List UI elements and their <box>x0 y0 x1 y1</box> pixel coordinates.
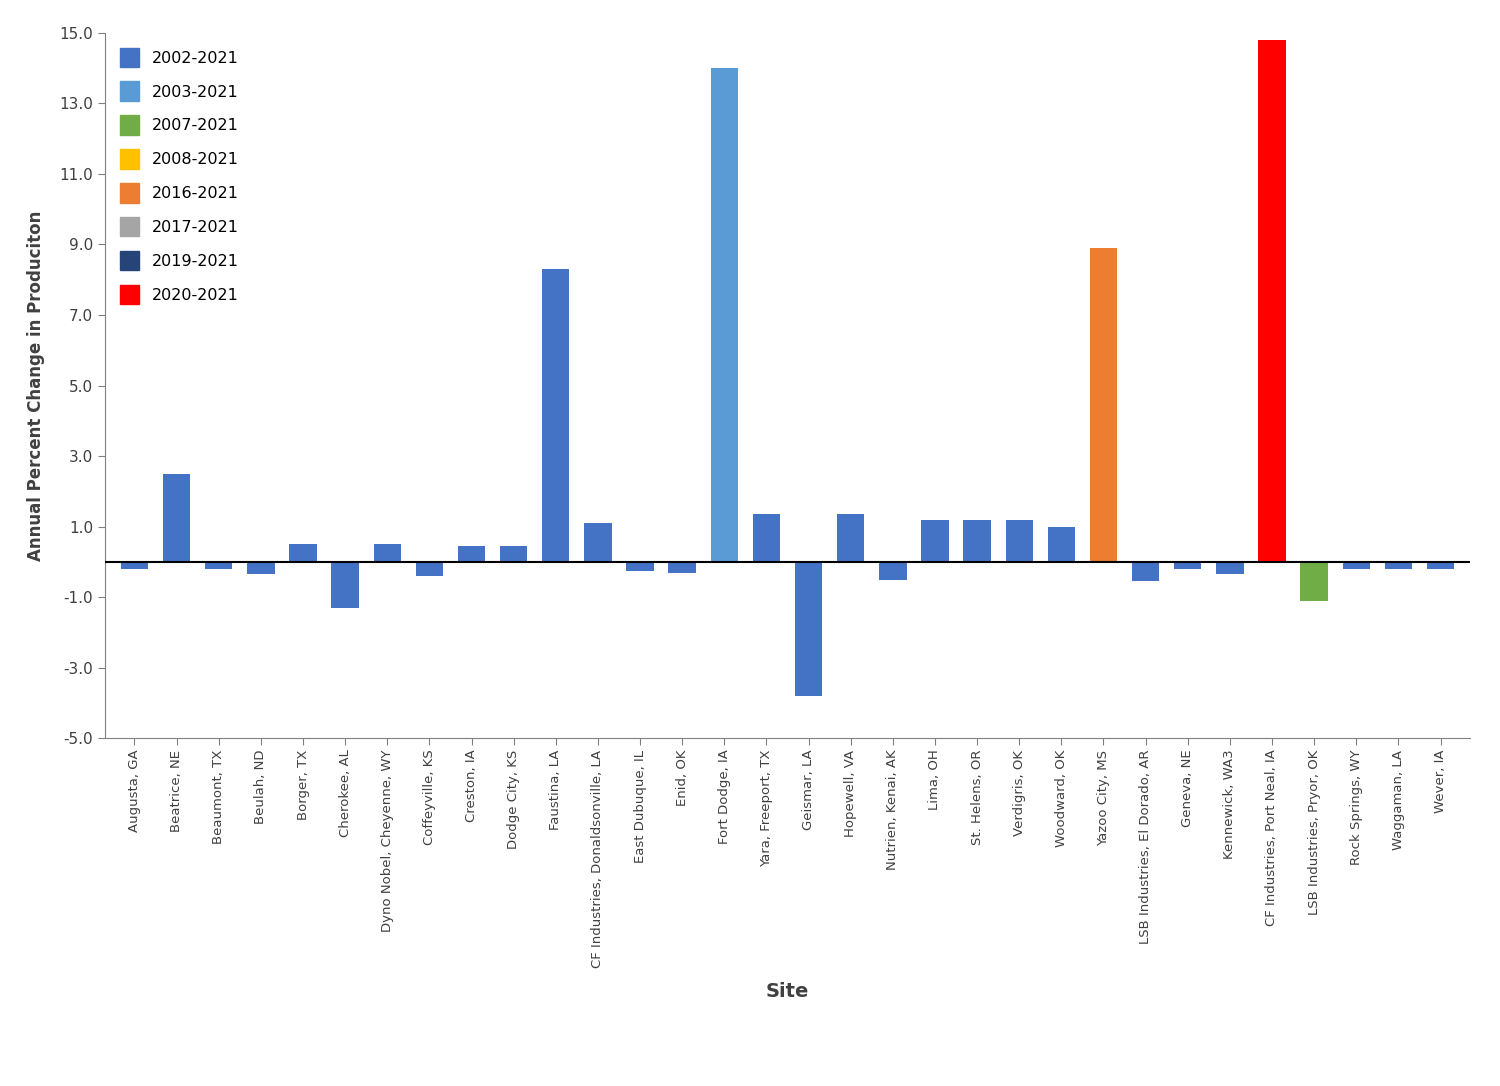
Bar <box>1300 561 1328 601</box>
Bar <box>332 561 358 608</box>
Bar <box>374 544 400 561</box>
Bar <box>206 561 232 569</box>
Bar <box>1090 248 1118 561</box>
Bar <box>795 561 822 696</box>
Bar <box>122 561 148 569</box>
Bar <box>164 473 190 561</box>
Bar <box>627 561 654 571</box>
Bar <box>963 519 992 561</box>
Bar <box>1005 519 1034 561</box>
Bar <box>1174 561 1202 569</box>
Bar <box>1426 561 1454 569</box>
Bar <box>416 561 442 576</box>
Bar <box>584 523 612 561</box>
Y-axis label: Annual Percent Change in Produciton: Annual Percent Change in Produciton <box>27 211 45 560</box>
X-axis label: Site: Site <box>766 982 808 1000</box>
Legend: 2002-2021, 2003-2021, 2007-2021, 2008-2021, 2016-2021, 2017-2021, 2019-2021, 202: 2002-2021, 2003-2021, 2007-2021, 2008-20… <box>120 48 238 304</box>
Bar <box>1342 561 1370 569</box>
Bar <box>753 515 780 561</box>
Bar <box>458 546 484 561</box>
Bar <box>669 561 696 572</box>
Bar <box>1258 39 1286 561</box>
Bar <box>290 544 316 561</box>
Bar <box>500 546 528 561</box>
Bar <box>837 515 864 561</box>
Bar <box>1132 561 1160 581</box>
Bar <box>1047 527 1076 561</box>
Bar <box>542 269 570 561</box>
Bar <box>921 519 948 561</box>
Bar <box>711 67 738 561</box>
Bar <box>1384 561 1411 569</box>
Bar <box>1216 561 1243 574</box>
Bar <box>248 561 274 574</box>
Bar <box>879 561 906 580</box>
